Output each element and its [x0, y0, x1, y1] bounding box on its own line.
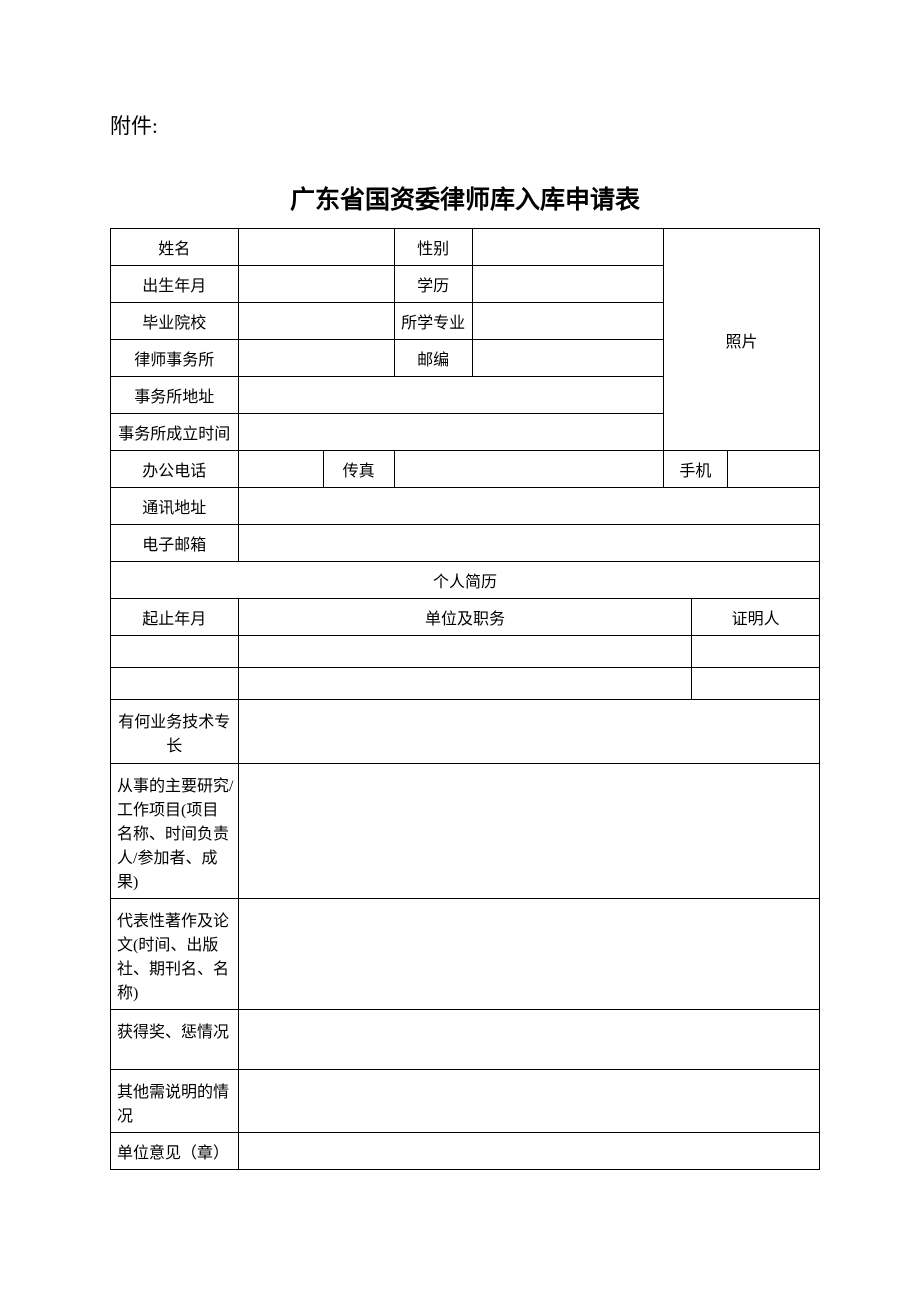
- label-other-notes: 其他需说明的情况: [111, 1070, 239, 1133]
- value-zipcode: [472, 340, 663, 377]
- label-mail-address: 通讯地址: [111, 488, 239, 525]
- label-publications: 代表性著作及论文(时间、出版社、期刊名、名称): [111, 899, 239, 1010]
- table-row: 获得奖、惩情况: [111, 1010, 820, 1070]
- table-row: 通讯地址: [111, 488, 820, 525]
- label-firm: 律师事务所: [111, 340, 239, 377]
- value-school: [238, 303, 394, 340]
- label-office-phone: 办公电话: [111, 451, 239, 488]
- label-name: 姓名: [111, 229, 239, 266]
- value-firm-founded: [238, 414, 663, 451]
- label-unit-position: 单位及职务: [238, 599, 692, 636]
- label-firm-address: 事务所地址: [111, 377, 239, 414]
- table-row: [111, 636, 820, 668]
- label-firm-founded: 事务所成立时间: [111, 414, 239, 451]
- table-row: 姓名 性别 照片: [111, 229, 820, 266]
- label-education: 学历: [394, 266, 472, 303]
- table-row: 从事的主要研究/工作项目(项目名称、时间负责人/参加者、成果): [111, 764, 820, 899]
- value-other-notes: [238, 1070, 819, 1133]
- label-fax: 传真: [323, 451, 394, 488]
- table-row: 有何业务技术专长: [111, 700, 820, 764]
- value-firm: [238, 340, 394, 377]
- value-witness-0: [692, 636, 820, 668]
- value-period-1: [111, 668, 239, 700]
- section-resume: 个人简历: [111, 562, 820, 599]
- photo-cell: 照片: [663, 229, 819, 451]
- value-mail-address: [238, 488, 819, 525]
- value-education: [472, 266, 663, 303]
- label-mobile: 手机: [663, 451, 727, 488]
- label-specialty: 有何业务技术专长: [111, 700, 239, 764]
- value-unit-position-1: [238, 668, 692, 700]
- table-row: [111, 668, 820, 700]
- table-row: 其他需说明的情况: [111, 1070, 820, 1133]
- label-email: 电子邮箱: [111, 525, 239, 562]
- value-witness-1: [692, 668, 820, 700]
- form-title: 广东省国资委律师库入库申请表: [110, 180, 820, 216]
- table-row: 单位意见（章）: [111, 1133, 820, 1170]
- label-awards: 获得奖、惩情况: [111, 1010, 239, 1070]
- value-gender: [472, 229, 663, 266]
- table-row: 个人简历: [111, 562, 820, 599]
- value-publications: [238, 899, 819, 1010]
- value-unit-opinion: [238, 1133, 819, 1170]
- label-gender: 性别: [394, 229, 472, 266]
- label-school: 毕业院校: [111, 303, 239, 340]
- application-form-table: 姓名 性别 照片 出生年月 学历 毕业院校 所学专业 律师事务所 邮编 事务所地…: [110, 228, 820, 1170]
- value-unit-position-0: [238, 636, 692, 668]
- value-name: [238, 229, 394, 266]
- table-row: 电子邮箱: [111, 525, 820, 562]
- label-period: 起止年月: [111, 599, 239, 636]
- attachment-label: 附件:: [110, 110, 820, 140]
- label-unit-opinion: 单位意见（章）: [111, 1133, 239, 1170]
- value-birth: [238, 266, 394, 303]
- value-projects: [238, 764, 819, 899]
- value-mobile: [727, 451, 819, 488]
- label-zipcode: 邮编: [394, 340, 472, 377]
- label-birth: 出生年月: [111, 266, 239, 303]
- value-awards: [238, 1010, 819, 1070]
- value-major: [472, 303, 663, 340]
- table-row: 代表性著作及论文(时间、出版社、期刊名、名称): [111, 899, 820, 1010]
- table-row: 办公电话 传真 手机: [111, 451, 820, 488]
- value-fax: [394, 451, 663, 488]
- label-major: 所学专业: [394, 303, 472, 340]
- value-email: [238, 525, 819, 562]
- label-projects: 从事的主要研究/工作项目(项目名称、时间负责人/参加者、成果): [111, 764, 239, 899]
- value-firm-address: [238, 377, 663, 414]
- table-row: 起止年月 单位及职务 证明人: [111, 599, 820, 636]
- value-specialty: [238, 700, 819, 764]
- value-period-0: [111, 636, 239, 668]
- value-office-phone: [238, 451, 323, 488]
- label-witness: 证明人: [692, 599, 820, 636]
